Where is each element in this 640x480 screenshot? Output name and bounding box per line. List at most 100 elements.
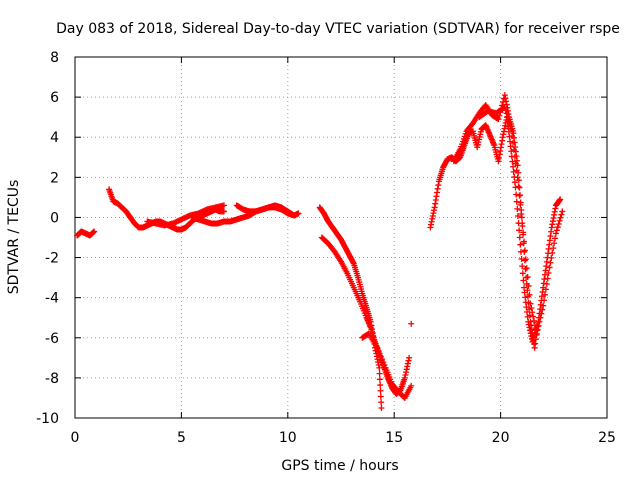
data-point <box>376 350 383 357</box>
x-tick-label: 10 <box>279 430 297 446</box>
y-tick-label: 6 <box>50 90 59 106</box>
data-point <box>514 213 521 220</box>
series-arc-3 <box>144 202 227 229</box>
data-point <box>549 249 556 256</box>
data-point <box>553 227 560 234</box>
x-tick-label: 0 <box>71 430 80 446</box>
data-point <box>510 168 517 175</box>
data-point <box>377 353 384 360</box>
data-point <box>516 234 523 241</box>
data-point <box>505 116 512 123</box>
data-point <box>540 302 547 309</box>
x-tick-label: 20 <box>492 430 510 446</box>
data-point <box>495 116 502 123</box>
y-tick-label: -8 <box>45 371 59 387</box>
data-point <box>529 309 536 316</box>
data-point <box>510 139 517 146</box>
data-point <box>510 163 517 170</box>
data-point <box>537 314 544 321</box>
y-tick-label: -4 <box>45 291 59 307</box>
data-point <box>514 174 521 181</box>
data-point <box>503 110 510 117</box>
data-point <box>406 354 413 361</box>
data-point <box>557 196 564 203</box>
data-point <box>541 291 548 298</box>
data-point <box>550 245 557 252</box>
data-point <box>507 123 514 130</box>
data-point <box>525 282 532 289</box>
data-point <box>538 310 545 317</box>
grid <box>75 57 607 418</box>
data-point <box>374 344 381 351</box>
data-point <box>541 297 548 304</box>
data-point <box>521 238 528 245</box>
data-point <box>291 212 298 219</box>
data-point <box>554 224 561 231</box>
data-point <box>521 257 528 264</box>
data-point <box>521 247 528 254</box>
y-tick-label: 0 <box>50 210 59 226</box>
data-point <box>511 153 518 160</box>
series-arc-7 <box>318 234 413 397</box>
data-point <box>509 158 516 165</box>
data-point <box>552 235 559 242</box>
data-point <box>547 259 554 266</box>
data-point <box>524 274 531 281</box>
data-point <box>513 167 520 174</box>
series-arc-9 <box>408 320 415 327</box>
data-point <box>377 393 384 400</box>
y-tick-label: -10 <box>36 411 59 427</box>
data-point <box>504 113 511 120</box>
series-arc-11 <box>450 92 564 351</box>
data-point <box>557 214 564 221</box>
data-point <box>534 326 541 333</box>
data-point <box>558 211 565 218</box>
data-point <box>501 104 508 111</box>
data-point <box>380 359 387 366</box>
data-point <box>543 280 550 287</box>
data-point <box>502 107 509 114</box>
data-point <box>408 320 415 327</box>
data-point <box>378 404 385 411</box>
data-point <box>520 229 527 236</box>
data-point <box>518 211 525 218</box>
data-point <box>510 146 517 153</box>
x-tick-label: 15 <box>385 430 403 446</box>
series-arc-5 <box>233 202 298 219</box>
data-point <box>519 220 526 227</box>
data-point <box>528 304 535 311</box>
data-point <box>526 291 533 298</box>
series-arc-1 <box>74 228 98 239</box>
data-point <box>542 286 549 293</box>
data-point <box>544 275 551 282</box>
data-point <box>408 382 415 389</box>
data-point <box>527 300 534 307</box>
data-point <box>530 313 537 320</box>
data-point <box>536 318 543 325</box>
data-point <box>516 227 523 234</box>
data-point <box>546 264 553 271</box>
data-point <box>520 277 527 284</box>
data-point <box>377 382 384 389</box>
data-point <box>295 210 302 217</box>
axes: 0 5 10 15 20 25 -10 -8 -6 -4 -2 0 2 4 6 8 <box>36 50 616 446</box>
data-point <box>552 230 559 237</box>
data-point <box>526 312 533 319</box>
data-point <box>522 266 529 273</box>
data-point <box>515 183 522 190</box>
series-arc-6 <box>316 204 385 411</box>
plot-frame <box>74 56 608 419</box>
data-point <box>539 306 546 313</box>
data-point <box>516 184 523 191</box>
data-point <box>535 322 542 329</box>
y-axis-label: SDTVAR / TECUs <box>6 180 22 295</box>
y-tick-label: -6 <box>45 331 59 347</box>
data-point <box>376 376 383 383</box>
data-point <box>511 179 518 186</box>
data-point <box>91 228 98 235</box>
data-point <box>517 241 524 248</box>
data-point <box>515 177 522 184</box>
data-point <box>512 160 519 167</box>
y-tick-label: 2 <box>50 170 59 186</box>
